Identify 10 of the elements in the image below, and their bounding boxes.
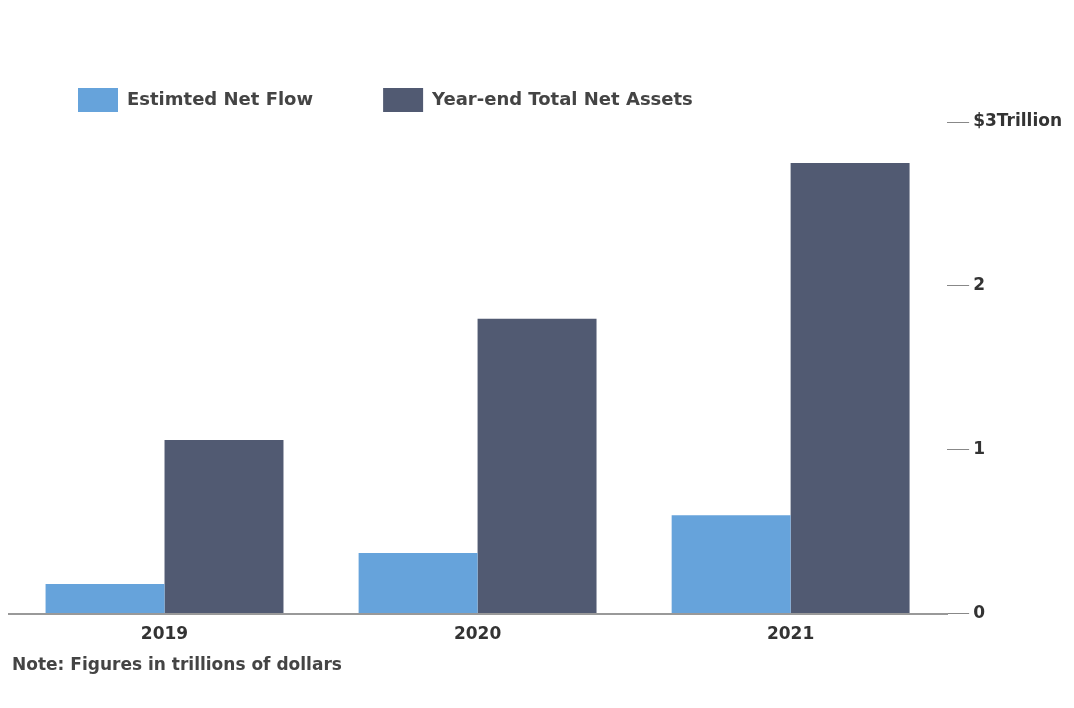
x-tick-label: 2019 [140,623,189,644]
y-tick-label: 1 [973,438,985,459]
y-tick-label: 0 [973,602,986,623]
text: Note: Figures in trillions of dollars [12,654,343,674]
x-tick-label: 2020 [453,623,502,644]
y-tick-label: $3Trillion [973,110,1063,131]
x-tick-label: 2021 [766,623,815,644]
legend-label: Year-end Total Net Assets [431,87,693,109]
y-tick-label: 2 [973,274,985,295]
legend-label: Estimted Net Flow [127,87,314,109]
